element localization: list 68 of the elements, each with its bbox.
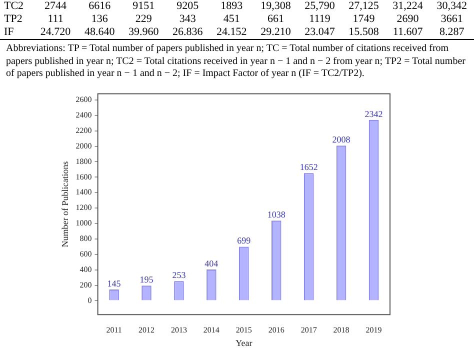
text: 27,125 <box>348 0 379 12</box>
data-label: 404 <box>204 258 219 268</box>
x-tick-label: 2012 <box>138 325 154 334</box>
y-tick-label: 400 <box>80 264 92 274</box>
y-tick-label: 2000 <box>76 141 92 150</box>
text: 1119 <box>309 13 330 25</box>
data-label: 2008 <box>332 134 351 145</box>
text: 15.508 <box>348 26 379 38</box>
text: 39.960 <box>128 26 159 38</box>
y-axis-title: Number of Publications <box>60 160 70 248</box>
x-tick-label: 2015 <box>236 325 252 334</box>
data-label: 145 <box>107 278 122 288</box>
x-axis-title: Year <box>236 338 252 348</box>
y-tick-label: 1600 <box>76 172 92 182</box>
y-tick-label: 1400 <box>76 188 92 197</box>
y-tick-label: 1800 <box>76 156 92 166</box>
text: 11.607 <box>392 26 423 38</box>
data-label: 1038 <box>267 209 286 220</box>
y-tick-label: 600 <box>80 249 92 258</box>
text: 25,790 <box>304 0 335 12</box>
text: Abbreviations: TP = Total number of papers published in year n; TC = Total number of citations received from papers published in year n; TC2 = Total citations received in year n − 1 and n − 2 from year n; TP2 = Total number of papers published in year n − 1 and n − 2; IF = Impact Factor of year n (IF = TC2/TP2). <box>6 43 466 80</box>
data-label: 1652 <box>300 162 318 172</box>
text: 136 <box>91 13 108 25</box>
data-label: 253 <box>172 270 186 280</box>
data-label: 2342 <box>364 108 383 119</box>
text: 451 <box>223 13 240 25</box>
text: 1749 <box>352 13 375 25</box>
text: 9205 <box>176 0 199 12</box>
x-tick-label: 2014 <box>203 325 220 334</box>
text: 229 <box>135 13 152 25</box>
text: 661 <box>267 13 284 25</box>
y-tick-label: 2400 <box>76 110 92 120</box>
y-tick-label: 0 <box>88 296 92 305</box>
text: 1893 <box>220 0 243 12</box>
x-tick-label: 2018 <box>333 325 350 334</box>
y-tick-label: 1000 <box>76 218 92 228</box>
text: 2744 <box>44 0 67 12</box>
x-tick-label: 2019 <box>366 325 382 334</box>
text: 6616 <box>88 0 111 12</box>
data-label: 195 <box>140 274 154 285</box>
y-tick-label: 1200 <box>76 203 92 212</box>
text: 26.836 <box>172 26 203 38</box>
text: 31,224 <box>392 0 423 12</box>
x-tick-label: 2016 <box>268 325 284 334</box>
category-label: TP2 <box>4 13 22 25</box>
text: 343 <box>179 13 196 25</box>
y-tick-label: 200 <box>80 280 92 290</box>
text: 3661 <box>440 13 463 25</box>
x-tick-label: 2013 <box>170 325 187 334</box>
text: 111 <box>48 13 64 25</box>
text: 19,308 <box>260 0 291 12</box>
data-label: 699 <box>237 236 252 246</box>
text: 24.152 <box>216 26 247 38</box>
text: 24.720 <box>40 26 71 38</box>
category-label: IF <box>4 26 14 38</box>
x-tick-label: 2017 <box>300 325 317 334</box>
y-tick-label: 2200 <box>76 126 92 135</box>
text: 30,342 <box>436 0 468 12</box>
text: 8.287 <box>440 26 464 38</box>
text: 29.210 <box>260 26 291 38</box>
text: 2690 <box>396 13 419 25</box>
y-tick-label: 2600 <box>76 95 92 104</box>
category-label: TC2 <box>4 0 24 12</box>
x-tick-label: 2011 <box>106 325 122 334</box>
text: 9151 <box>132 0 155 12</box>
text: 23.047 <box>304 26 335 38</box>
text: 48.640 <box>84 26 115 38</box>
y-tick-label: 800 <box>80 234 92 244</box>
